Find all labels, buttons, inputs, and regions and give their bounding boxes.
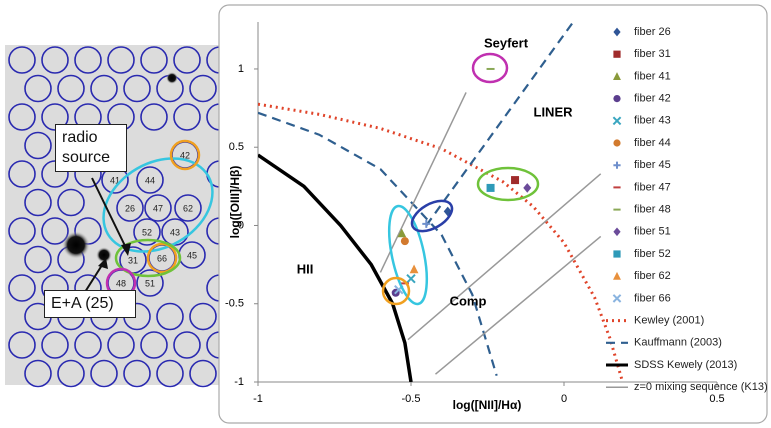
legend-label: fiber 62: [634, 270, 671, 282]
legend-label: fiber 26: [634, 26, 671, 38]
legend-swatch: [613, 51, 620, 58]
fiber-label: 48: [116, 278, 126, 288]
legend-swatch: [613, 95, 620, 102]
fiber-label: 66: [157, 253, 167, 263]
x-tick-label: 0.5: [709, 393, 724, 405]
fiber-label: 47: [153, 203, 163, 213]
y-tick-label: 1: [238, 63, 244, 75]
legend-label: fiber 45: [634, 159, 671, 171]
legend-swatch: [613, 250, 620, 257]
legend-label: fiber 41: [634, 70, 671, 82]
x-tick-label: 0: [561, 393, 567, 405]
y-tick-label: 0.5: [229, 141, 244, 153]
legend-label: fiber 47: [634, 181, 671, 193]
y-tick-label: -1: [234, 376, 244, 388]
x-axis-label: log([NII]/Hα): [453, 398, 522, 412]
region-label: LINER: [534, 104, 574, 119]
fiber-label: 31: [128, 255, 138, 265]
legend-label: z=0 mixing sequence (K13): [634, 381, 768, 393]
galaxy: [62, 231, 90, 259]
y-tick-label: -0.5: [225, 298, 244, 310]
point: [511, 176, 519, 184]
callout: E+A (25): [44, 290, 136, 318]
fiber-label: 44: [145, 175, 155, 185]
legend-label: fiber 52: [634, 248, 671, 260]
fiber-label: 51: [145, 278, 155, 288]
figure: 42414426476252433166454851 -1-0.500.51-1…: [0, 0, 771, 428]
y-axis-label: log([OIII]/Hβ): [228, 166, 242, 239]
x-tick-label: -1: [253, 393, 263, 405]
legend-label: fiber 31: [634, 48, 671, 60]
fiber-label: 26: [125, 203, 135, 213]
region-label: Comp: [450, 293, 487, 308]
legend-label: fiber 66: [634, 292, 671, 304]
fiber-label: 43: [170, 227, 180, 237]
legend-label: fiber 51: [634, 226, 671, 238]
fiber-label: 52: [142, 227, 152, 237]
region-label: Seyfert: [484, 35, 529, 50]
page: {"image_panel": {"fiber_labels": ["42", …: [0, 0, 771, 428]
fiber-label: 45: [187, 250, 197, 260]
fiber-label: 62: [183, 203, 193, 213]
legend-label: Kauffmann (2003): [634, 337, 722, 349]
legend-swatch: [613, 139, 620, 146]
legend-label: fiber 43: [634, 115, 671, 127]
legend-label: fiber 48: [634, 204, 671, 216]
legend-label: fiber 42: [634, 93, 671, 105]
region-label: HII: [297, 261, 314, 276]
legend-label: SDSS Kewely (2013): [634, 359, 737, 371]
point: [487, 184, 495, 192]
legend-label: fiber 44: [634, 137, 671, 149]
point: [401, 237, 409, 245]
x-tick-label: -0.5: [402, 393, 421, 405]
legend-label: Kewley (2001): [634, 315, 704, 327]
star: [166, 72, 178, 84]
callout: radio source: [55, 124, 127, 172]
